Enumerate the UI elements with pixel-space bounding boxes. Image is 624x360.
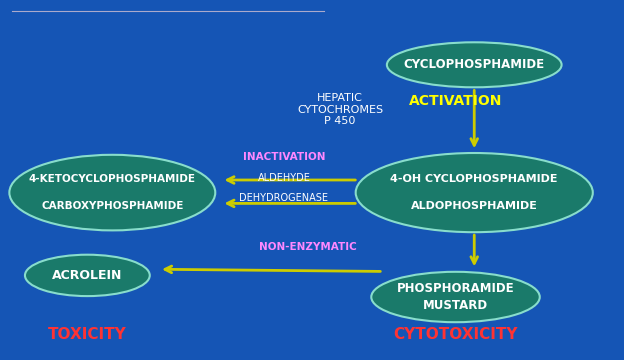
Ellipse shape (387, 42, 562, 87)
Text: TOXICITY: TOXICITY (48, 327, 127, 342)
Text: 4-OH CYCLOPHOSPHAMIDE

ALDOPHOSPHAMIDE: 4-OH CYCLOPHOSPHAMIDE ALDOPHOSPHAMIDE (391, 174, 558, 211)
Text: CYTOTOXICITY: CYTOTOXICITY (393, 327, 518, 342)
Ellipse shape (356, 153, 593, 232)
Text: DEHYDROGENASE: DEHYDROGENASE (240, 193, 328, 203)
Ellipse shape (25, 255, 150, 296)
Text: ALDEHYDE: ALDEHYDE (258, 173, 310, 183)
Ellipse shape (371, 272, 540, 322)
Text: 4-KETOCYCLOPHOSPHAMIDE

CARBOXYPHOSPHAMIDE: 4-KETOCYCLOPHOSPHAMIDE CARBOXYPHOSPHAMID… (29, 174, 196, 211)
Ellipse shape (9, 155, 215, 230)
Text: ACTIVATION: ACTIVATION (409, 94, 502, 108)
Text: CYCLOPHOSPHAMIDE: CYCLOPHOSPHAMIDE (404, 58, 545, 71)
Text: HEPATIC
CYTOCHROMES
P 450: HEPATIC CYTOCHROMES P 450 (297, 93, 383, 126)
Text: NON-ENZYMATIC: NON-ENZYMATIC (259, 242, 357, 252)
Text: ACROLEIN: ACROLEIN (52, 269, 122, 282)
Text: PHOSPHORAMIDE
MUSTARD: PHOSPHORAMIDE MUSTARD (397, 282, 514, 312)
Text: INACTIVATION: INACTIVATION (243, 152, 325, 162)
